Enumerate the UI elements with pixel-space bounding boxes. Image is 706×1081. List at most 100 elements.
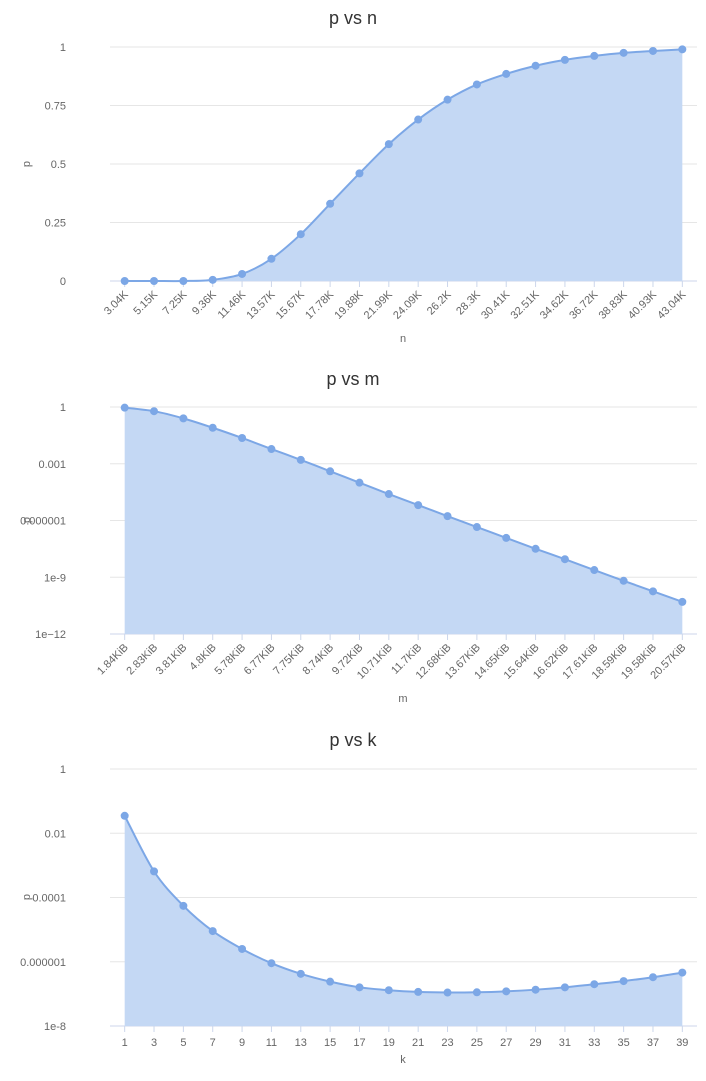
y-tick-label: 0.75 bbox=[45, 101, 66, 113]
y-tick-label: 1 bbox=[60, 42, 66, 54]
data-point bbox=[120, 277, 129, 285]
data-point bbox=[326, 467, 335, 476]
x-tick-label: 9 bbox=[239, 1037, 245, 1049]
y-tick-label: 0.5 bbox=[51, 159, 66, 171]
data-point bbox=[296, 230, 305, 239]
x-tick-label: 11.46K bbox=[216, 288, 249, 321]
series-area bbox=[124, 815, 683, 1026]
x-tick-label: 38.83K bbox=[597, 288, 631, 322]
data-point bbox=[267, 959, 276, 968]
x-tick-label: 1.84KiB bbox=[95, 642, 131, 678]
data-point bbox=[590, 980, 599, 989]
data-point bbox=[238, 269, 247, 278]
x-tick-label: 35 bbox=[618, 1037, 630, 1049]
x-tick-label: 15.67K bbox=[274, 288, 308, 322]
x-tick-label: 39 bbox=[676, 1037, 688, 1049]
x-tick-label: 27 bbox=[500, 1037, 512, 1049]
x-tick-label: 33 bbox=[588, 1037, 600, 1049]
data-point bbox=[560, 555, 569, 564]
data-point bbox=[472, 523, 481, 532]
data-point bbox=[150, 867, 159, 876]
data-point bbox=[179, 901, 188, 910]
data-point bbox=[648, 46, 657, 55]
data-point bbox=[560, 55, 569, 64]
data-point bbox=[531, 544, 540, 553]
data-point bbox=[179, 277, 188, 285]
data-point bbox=[150, 277, 159, 285]
data-point bbox=[296, 969, 305, 978]
x-tick-label: 24.09K bbox=[391, 288, 425, 322]
x-tick-label: 3.04K bbox=[102, 288, 131, 317]
data-point bbox=[502, 987, 511, 996]
data-point bbox=[120, 811, 129, 820]
x-tick-label: 7.75KiB bbox=[271, 642, 307, 678]
chart-title: p vs m bbox=[326, 369, 379, 389]
data-point bbox=[443, 988, 452, 997]
data-point bbox=[414, 115, 423, 124]
x-tick-label: 1 bbox=[122, 1037, 128, 1049]
data-point bbox=[414, 501, 423, 510]
x-tick-label: 7 bbox=[210, 1037, 216, 1049]
chart-title: p vs n bbox=[329, 8, 377, 28]
data-point bbox=[648, 587, 657, 596]
x-tick-label: 17 bbox=[353, 1037, 365, 1049]
data-point bbox=[619, 977, 628, 986]
series-area bbox=[124, 407, 683, 634]
y-tick-label: 1 bbox=[60, 402, 66, 414]
x-tick-label: 17.78K bbox=[303, 288, 337, 322]
x-tick-label: 2.83KiB bbox=[124, 642, 160, 678]
y-axis-label: p bbox=[21, 894, 33, 900]
data-point bbox=[678, 968, 687, 977]
data-point bbox=[120, 403, 129, 412]
x-tick-label: 37 bbox=[647, 1037, 659, 1049]
y-tick-label: 0.0001 bbox=[32, 893, 66, 905]
x-tick-label: 11 bbox=[266, 1037, 277, 1049]
x-tick-label: 7.25K bbox=[161, 288, 190, 317]
x-tick-label: 43.04K bbox=[655, 288, 689, 322]
data-point bbox=[560, 983, 569, 992]
y-tick-label: 1 bbox=[60, 764, 66, 776]
data-point bbox=[531, 985, 540, 994]
data-point bbox=[414, 987, 423, 996]
x-tick-label: 21.99K bbox=[362, 288, 396, 322]
data-point bbox=[179, 414, 188, 423]
x-tick-label: 8.74KiB bbox=[301, 642, 337, 678]
data-point bbox=[619, 576, 628, 585]
x-tick-label: 6.77KiB bbox=[242, 642, 278, 678]
y-tick-label: 0.25 bbox=[45, 218, 66, 230]
data-point bbox=[590, 51, 599, 60]
x-tick-label: 40.93K bbox=[626, 288, 660, 322]
y-tick-label: 0.01 bbox=[45, 828, 66, 840]
data-point bbox=[326, 199, 335, 208]
data-point bbox=[296, 455, 305, 464]
x-tick-label: 34.62K bbox=[538, 288, 572, 322]
x-axis-label: n bbox=[400, 333, 406, 345]
data-point bbox=[472, 80, 481, 89]
y-tick-label: 1e-9 bbox=[44, 572, 66, 584]
data-point bbox=[384, 986, 393, 995]
x-tick-label: 3.81KiB bbox=[154, 642, 190, 678]
x-tick-label: 5 bbox=[180, 1037, 186, 1049]
data-point bbox=[502, 533, 511, 542]
data-point bbox=[678, 45, 687, 54]
y-axis-label: p bbox=[21, 161, 33, 167]
x-tick-label: 32.51K bbox=[509, 288, 543, 322]
data-point bbox=[678, 597, 687, 606]
x-tick-label: 23 bbox=[441, 1037, 453, 1049]
chart-p-vs-m: p vs m 1e−12 1e-9 0.000001 0.001 1 p 1.84KiB2.8… bbox=[20, 369, 697, 705]
y-tick-label: 0 bbox=[60, 276, 66, 288]
y-tick-label: 0.000001 bbox=[20, 957, 66, 969]
data-point bbox=[238, 944, 247, 953]
data-point bbox=[355, 169, 364, 178]
x-tick-label: 19.88K bbox=[332, 288, 366, 322]
y-tick-label: 0.000001 bbox=[20, 516, 66, 528]
series-area bbox=[124, 49, 683, 282]
data-point bbox=[267, 445, 276, 454]
y-axis-label: p bbox=[21, 517, 33, 523]
data-point bbox=[502, 69, 511, 78]
data-point bbox=[443, 512, 452, 521]
data-point bbox=[326, 977, 335, 986]
x-tick-label: 29 bbox=[529, 1037, 541, 1049]
